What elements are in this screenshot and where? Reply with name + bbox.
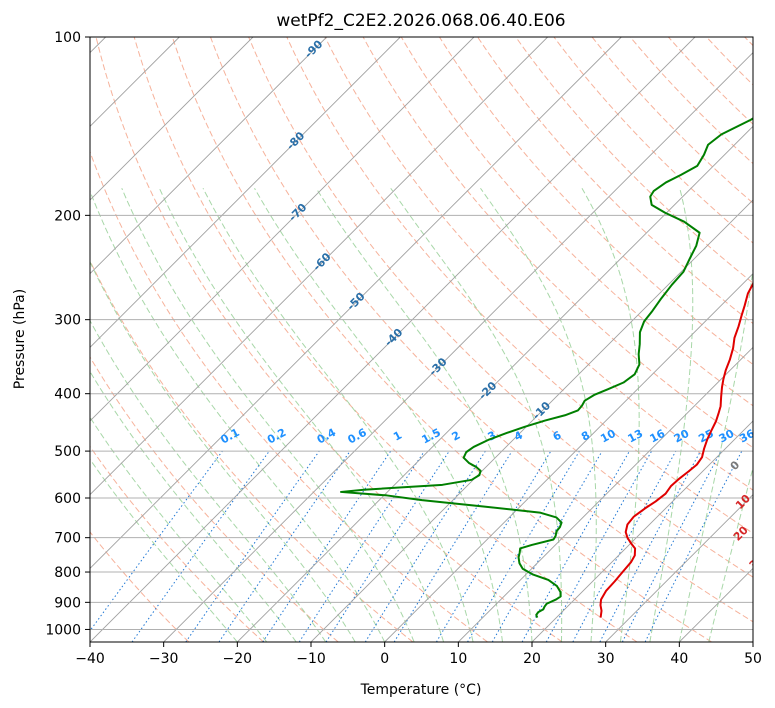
chart-title: wetPf2_C2E2.2026.068.06.40.E06 <box>276 11 565 31</box>
isotherm-line <box>90 37 696 642</box>
x-tick-label: 30 <box>597 651 615 667</box>
x-tick-label: 0 <box>380 651 389 667</box>
dry-adiabat <box>133 37 638 642</box>
dry-adiabats <box>90 37 753 642</box>
y-tick-label: 900 <box>54 595 81 611</box>
isotherm-line <box>605 494 753 642</box>
moist-adiabat <box>90 319 327 642</box>
mixing-ratio-line <box>218 450 351 642</box>
y-axis-ticks: 100 200 300 400 500 600 700 800 900 1000 <box>45 30 90 638</box>
isotherm-line <box>90 37 327 275</box>
dry-adiabat <box>439 37 753 366</box>
moist-adiabat <box>581 187 640 642</box>
mixing-ratio-line <box>644 450 743 642</box>
mixing-ratio-label: 30 <box>717 427 737 446</box>
isotherm-line <box>384 273 753 642</box>
mixing-ratio-line <box>131 450 270 642</box>
isotherm-line <box>90 37 622 569</box>
x-tick-label: −40 <box>75 651 105 667</box>
data-series <box>339 117 753 618</box>
plot-frame <box>89 36 754 643</box>
y-tick-label: 700 <box>54 531 81 547</box>
x-tick-label: −20 <box>223 651 253 667</box>
x-tick-label: −30 <box>149 651 179 667</box>
mixing-ratio-label: 20 <box>672 427 692 446</box>
y-tick-label: 1000 <box>45 622 81 638</box>
mixing-ratio-label: 10 <box>598 427 618 446</box>
x-tick-label: 50 <box>744 651 762 667</box>
y-tick-label: 300 <box>54 313 81 329</box>
isotherm-line <box>237 125 753 642</box>
dry-adiabat <box>400 37 753 407</box>
dry-adiabat <box>171 37 712 642</box>
isotherm-line <box>531 420 753 642</box>
x-tick-label: 40 <box>670 651 688 667</box>
mixing-ratio-label: 36 <box>737 427 757 446</box>
x-axis-label: Temperature (°C) <box>360 682 482 698</box>
mixing-ratio-label: 16 <box>648 427 668 446</box>
mixing-ratio-line <box>90 450 223 632</box>
y-tick-label: 600 <box>54 491 81 507</box>
moist-adiabat <box>649 188 694 642</box>
moist-adiabat <box>90 189 386 642</box>
dry-adiabat <box>95 37 563 642</box>
moist-adiabat <box>90 370 297 642</box>
plot-area: -100-90-80-70-60-50-40-30-20-100.10.20.4… <box>90 37 767 642</box>
dry-adiabat <box>248 37 753 578</box>
x-tick-label: 20 <box>523 651 541 667</box>
isotherm-line <box>90 37 254 201</box>
dry-adiabat <box>90 356 339 642</box>
mixing-ratio-line <box>298 450 425 642</box>
y-tick-label: 400 <box>54 387 81 403</box>
dry-adiabat <box>210 37 753 623</box>
mixing-ratio-line <box>325 450 450 642</box>
y-tick-label: 100 <box>54 30 81 46</box>
y-tick-label: 500 <box>54 444 81 460</box>
dewpoint-profile-line <box>339 117 753 618</box>
dry-adiabat <box>90 150 488 642</box>
x-tick-label: 10 <box>449 651 467 667</box>
x-axis-ticks: −40 −30 −20 −10 0 10 20 30 40 50 <box>75 642 762 667</box>
mixing-ratio-line <box>185 450 320 642</box>
y-tick-label: 200 <box>54 208 81 224</box>
x-tick-label: −10 <box>296 651 326 667</box>
mixing-ratio-line <box>572 450 677 642</box>
isotherms <box>90 37 753 642</box>
mixing-ratio-line <box>393 450 513 642</box>
isotherm-line <box>90 37 548 496</box>
dry-adiabat <box>515 37 753 284</box>
temperature-profile-line <box>599 281 753 618</box>
isotherm-line <box>90 37 401 348</box>
moist-adiabat <box>90 416 268 642</box>
moist-adiabat <box>678 265 753 642</box>
isotherm-line <box>90 37 475 422</box>
isotherm-line <box>458 346 753 642</box>
dry-adiabat <box>90 445 264 642</box>
y-axis-label: Pressure (hPa) <box>12 289 28 389</box>
moist-adiabat <box>315 187 533 642</box>
moist-adiabat <box>90 458 238 642</box>
mixing-ratio-label: 13 <box>626 427 646 446</box>
mixing-ratio-line <box>521 450 630 642</box>
mixing-ratio-line <box>545 450 653 642</box>
moist-adiabat <box>202 188 474 642</box>
isotherm-line <box>310 199 753 642</box>
moist-adiabat <box>390 187 563 642</box>
pressure-gridlines <box>90 37 753 630</box>
moist-adiabat <box>90 260 356 642</box>
isotherm-line <box>163 52 753 642</box>
height-label: 30 <box>747 552 767 572</box>
dry-adiabat <box>90 531 190 642</box>
y-tick-label: 800 <box>54 565 81 581</box>
